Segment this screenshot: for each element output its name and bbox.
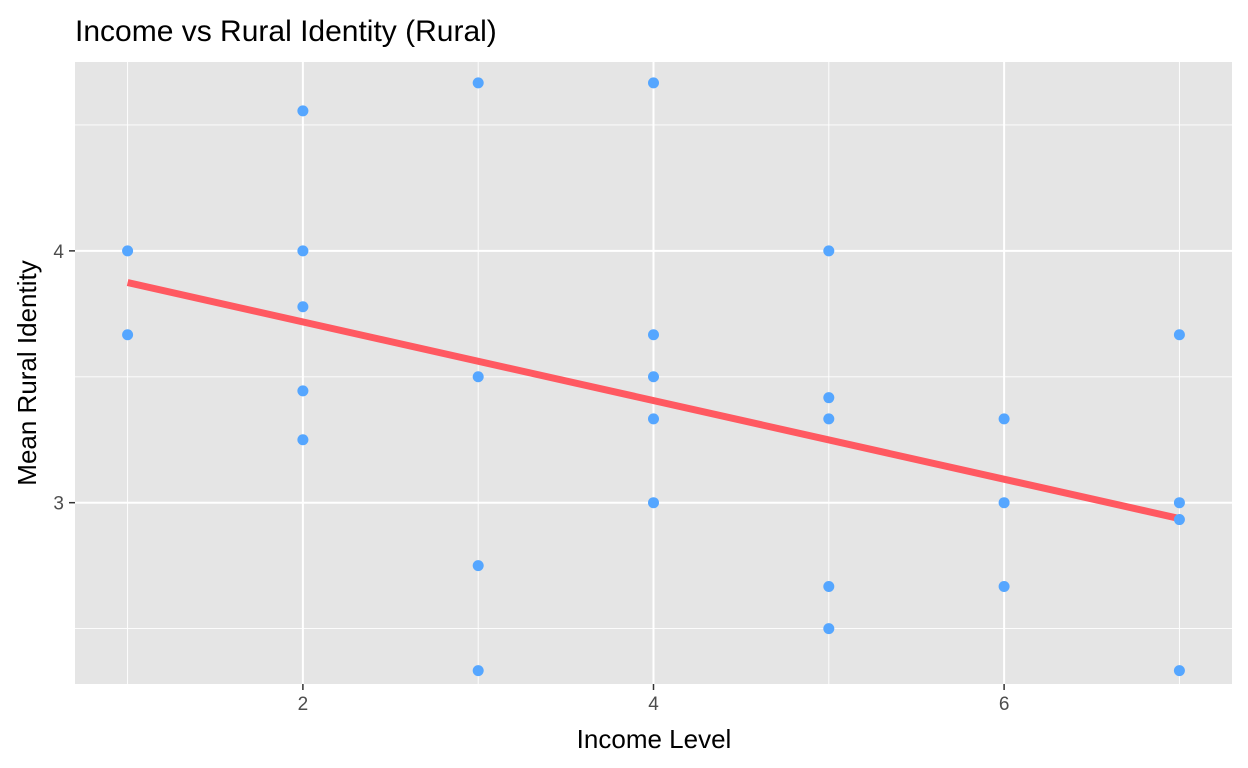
data-point: [472, 77, 484, 89]
data-point: [648, 77, 659, 89]
data-point: [648, 329, 659, 341]
y-tick-label: 3: [53, 494, 64, 515]
data-point: [823, 245, 835, 257]
data-point: [823, 623, 835, 635]
data-point: [1173, 665, 1185, 677]
data-point: [998, 497, 1010, 509]
y-axis-title: Mean Rural Identity: [12, 260, 42, 485]
data-point: [998, 581, 1010, 593]
x-tick-label: 4: [648, 694, 659, 715]
data-point: [823, 413, 835, 425]
y-tick-label: 4: [53, 242, 64, 263]
data-point: [297, 105, 309, 117]
data-point: [472, 371, 484, 383]
data-point: [297, 245, 309, 257]
x-tick-label: 2: [298, 694, 309, 715]
data-point: [648, 371, 659, 383]
x-axis-title: Income Level: [577, 724, 732, 754]
data-point: [1173, 514, 1185, 526]
data-point: [823, 392, 835, 404]
data-point: [297, 301, 309, 313]
data-point: [122, 329, 134, 341]
data-point: [472, 665, 484, 677]
trend-layer: [126, 279, 1181, 522]
data-point: [998, 413, 1010, 425]
y-axis: 34: [53, 242, 75, 515]
data-point: [823, 581, 835, 593]
data-point: [648, 413, 659, 425]
data-point: [297, 385, 309, 397]
data-point: [1173, 329, 1185, 341]
data-point: [122, 245, 134, 257]
data-point: [472, 560, 484, 572]
data-point: [297, 434, 309, 446]
data-point: [1173, 497, 1185, 509]
x-axis: 2 4 6: [298, 684, 1010, 715]
data-point: [648, 497, 659, 509]
points-layer: [122, 77, 1185, 677]
trend-line: [126, 279, 1181, 522]
x-tick-label: 6: [999, 694, 1010, 715]
chart-title: Income vs Rural Identity (Rural): [75, 15, 497, 48]
